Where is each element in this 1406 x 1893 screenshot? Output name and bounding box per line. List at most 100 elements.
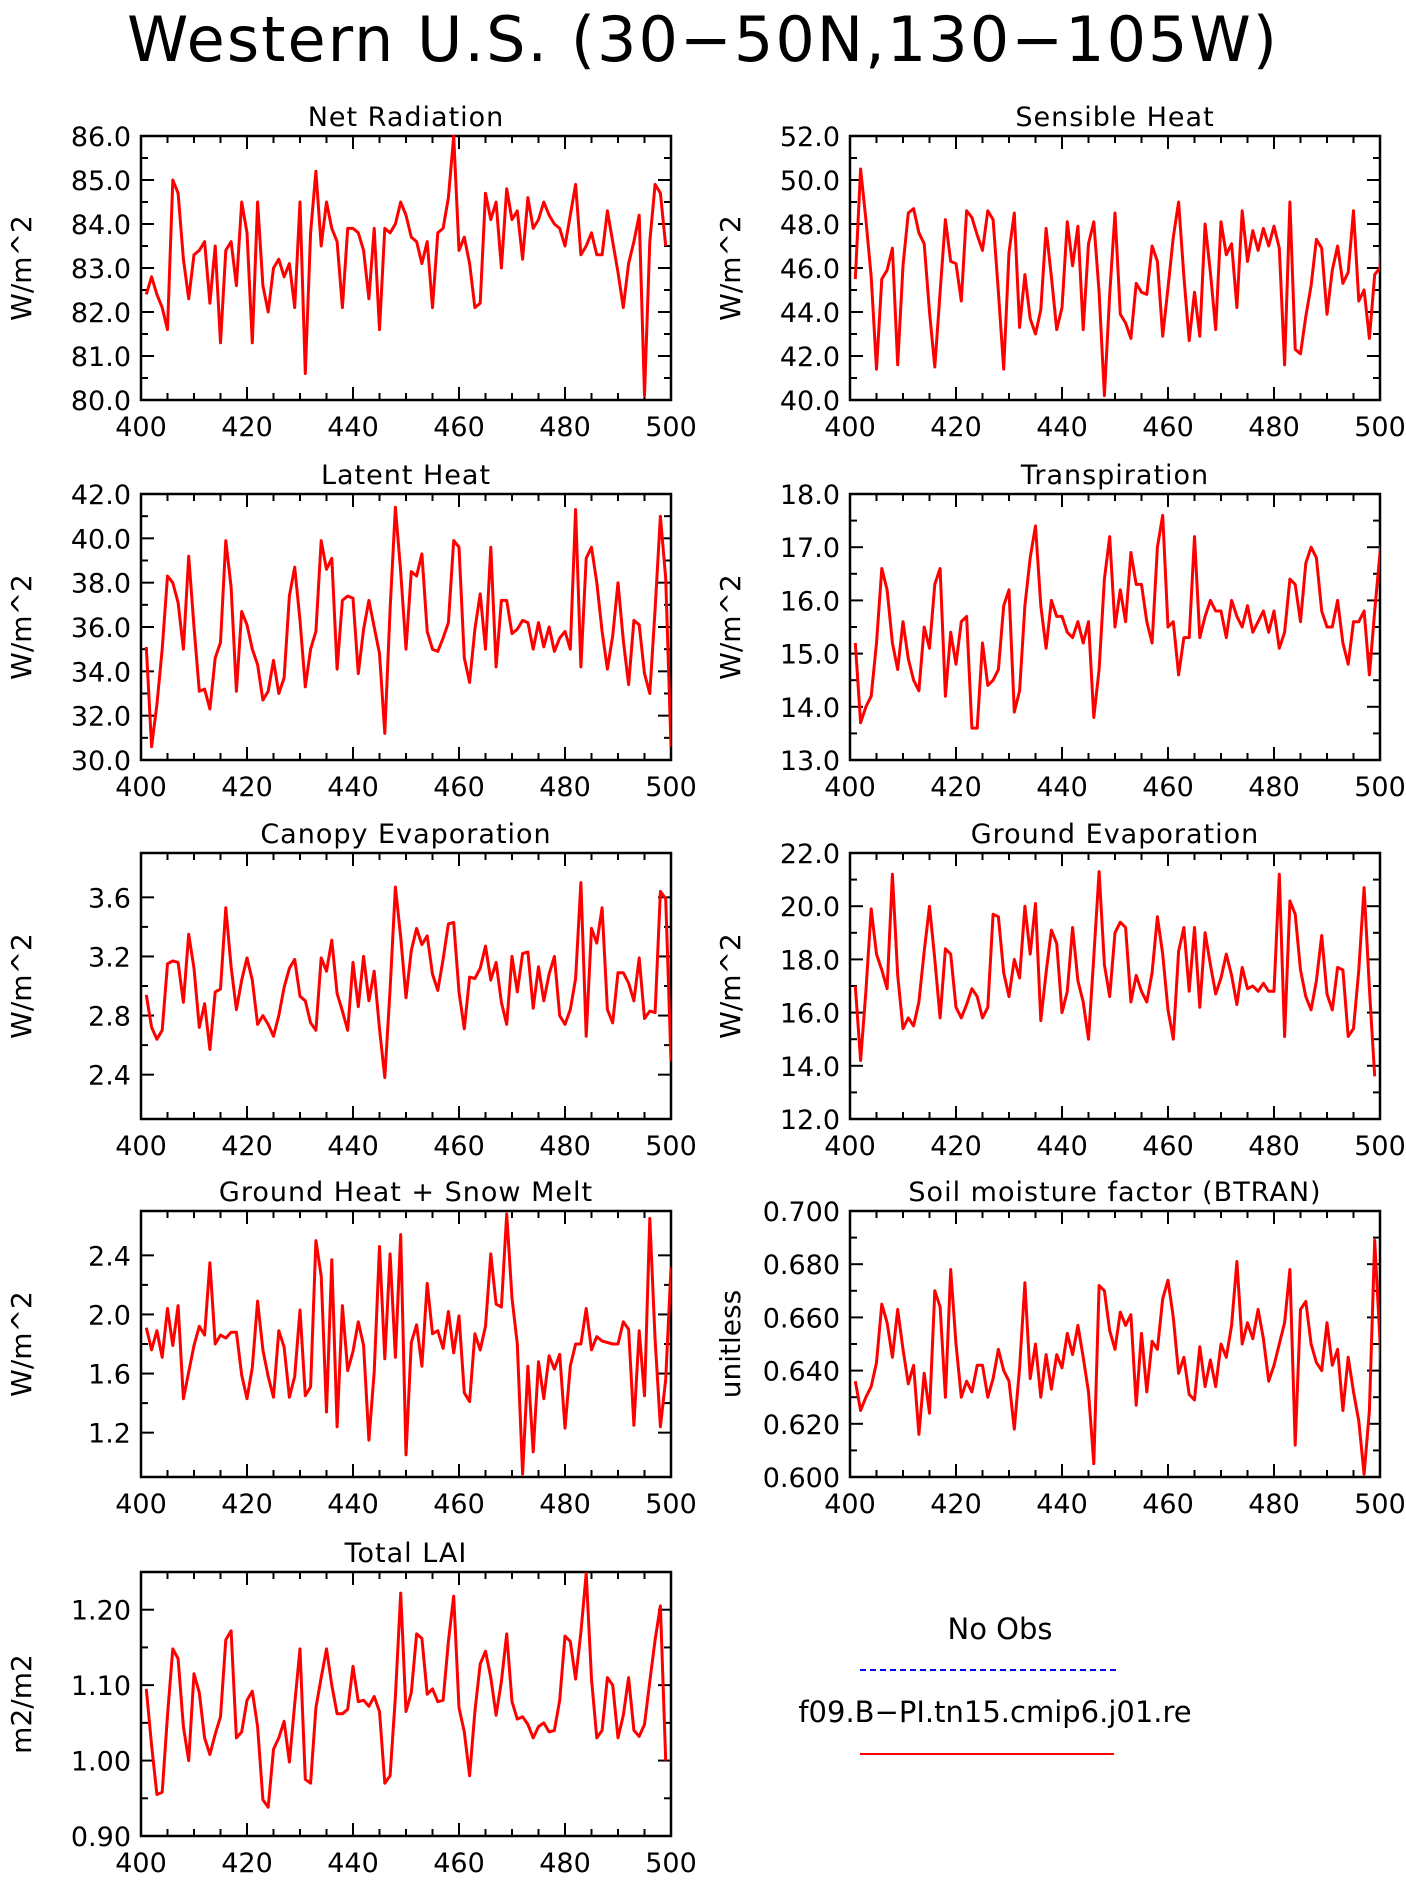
y-tick-label: 44.0 <box>780 298 840 329</box>
x-tick-label: 400 <box>115 772 167 803</box>
x-tick-label: 400 <box>824 1131 876 1162</box>
y-tick-label: 38.0 <box>71 569 131 600</box>
x-tick-label: 420 <box>930 772 982 803</box>
panel-frame <box>139 134 673 402</box>
y-tick-label: 13.0 <box>780 746 840 777</box>
y-tick-label: 52.0 <box>780 122 840 153</box>
series-line <box>144 134 668 398</box>
x-tick-label: 460 <box>433 1131 485 1162</box>
y-tick-label: 82.0 <box>71 298 131 329</box>
y-tick-label: 86.0 <box>71 122 131 153</box>
x-tick-label: 420 <box>221 1489 273 1520</box>
series-line <box>853 167 1380 398</box>
x-tick-label: 480 <box>1248 412 1300 443</box>
y-tick-label: 42.0 <box>780 342 840 373</box>
panel-8: Soil moisture factor (BTRAN) 400 420 440 460… <box>714 1177 1406 1520</box>
x-tick-label: 400 <box>824 412 876 443</box>
y-tick-label: 14.0 <box>780 693 840 724</box>
y-tick-label: 0.640 <box>763 1357 840 1388</box>
y-tick-label: 40.0 <box>71 524 131 555</box>
y-tick-label: 85.0 <box>71 166 131 197</box>
x-tick-label: 440 <box>327 772 379 803</box>
x-tick-label: 500 <box>645 1848 697 1879</box>
x-tick-label: 400 <box>824 1489 876 1520</box>
panel-5: Canopy Evaporation 400 420 440 460 480 500 2.4 2… <box>5 819 697 1162</box>
panel-title: Latent Heat <box>321 460 491 491</box>
x-tick-label: 440 <box>327 1489 379 1520</box>
legend-obs-label: No Obs <box>947 1612 1053 1646</box>
y-tick-label: 18.0 <box>780 945 840 976</box>
y-tick-label: 0.90 <box>71 1822 131 1853</box>
y-tick-label: 42.0 <box>71 480 131 511</box>
y-tick-label: 2.0 <box>88 1300 131 1331</box>
y-tick-label: 80.0 <box>71 386 131 417</box>
x-tick-label: 400 <box>824 772 876 803</box>
panel-title: Canopy Evaporation <box>260 819 551 850</box>
x-tick-label: 460 <box>433 1848 485 1879</box>
x-tick-label: 500 <box>1354 772 1406 803</box>
y-tick-label: 30.0 <box>71 746 131 777</box>
x-tick-label: 400 <box>115 1131 167 1162</box>
panel-6: Ground Evaporation 400 420 440 460 480 500 12.0… <box>714 819 1406 1162</box>
x-tick-label: 420 <box>221 1848 273 1879</box>
legend-model-label: f09.B−PI.tn15.cmip6.j01.re <box>798 1695 1192 1729</box>
x-tick-label: 440 <box>1036 772 1088 803</box>
panel-frame <box>848 851 1382 1121</box>
page-title: Western U.S. (30−50N,130−105W) <box>127 3 1279 76</box>
series-line <box>144 1212 671 1476</box>
panel-title: Ground Heat + Snow Melt <box>219 1177 593 1208</box>
x-tick-label: 460 <box>1142 412 1194 443</box>
y-tick-label: 15.0 <box>780 640 840 671</box>
x-tick-label: 480 <box>1248 772 1300 803</box>
series-line <box>853 870 1377 1077</box>
y-tick-label: 0.660 <box>763 1303 840 1334</box>
legend-obs-line <box>860 1669 1116 1671</box>
y-axis-label: W/m^2 <box>5 215 38 321</box>
y-tick-label: 2.8 <box>88 1002 131 1033</box>
y-tick-label: 0.600 <box>763 1463 840 1494</box>
y-tick-label: 32.0 <box>71 702 131 733</box>
series-line <box>144 505 671 749</box>
panel-3: Latent Heat 400 420 440 460 480 500 30.0 32.0 34.… <box>5 460 697 803</box>
x-tick-label: 420 <box>930 1489 982 1520</box>
y-tick-label: 12.0 <box>780 1105 840 1136</box>
x-tick-label: 460 <box>1142 1489 1194 1520</box>
x-tick-label: 480 <box>539 1848 591 1879</box>
series-line <box>144 881 671 1080</box>
series-line <box>853 1238 1380 1476</box>
y-axis-label: W/m^2 <box>5 1291 38 1397</box>
panel-title: Net Radiation <box>308 102 505 133</box>
panel-title: Transpiration <box>1020 460 1209 491</box>
x-tick-label: 400 <box>115 1848 167 1879</box>
x-tick-label: 440 <box>1036 1131 1088 1162</box>
y-tick-label: 84.0 <box>71 210 131 241</box>
y-tick-label: 14.0 <box>780 1052 840 1083</box>
panel-1: Net Radiation 400 420 440 460 480 500 80.0 81.0 8… <box>5 102 697 443</box>
panel-title: Ground Evaporation <box>971 819 1260 850</box>
y-tick-label: 40.0 <box>780 386 840 417</box>
x-tick-label: 440 <box>327 1848 379 1879</box>
legend-model-line <box>860 1753 1114 1755</box>
x-tick-label: 460 <box>1142 1131 1194 1162</box>
x-tick-label: 460 <box>433 1489 485 1520</box>
y-axis-label: W/m^2 <box>5 574 38 680</box>
y-tick-label: 50.0 <box>780 166 840 197</box>
y-tick-label: 46.0 <box>780 254 840 285</box>
y-tick-label: 1.2 <box>88 1419 131 1450</box>
series-line <box>144 1572 668 1809</box>
panel-frame <box>848 134 1382 402</box>
panel-title: Total LAI <box>344 1538 468 1569</box>
x-tick-label: 400 <box>115 1489 167 1520</box>
y-axis-label: W/m^2 <box>714 933 747 1039</box>
x-tick-label: 420 <box>221 1131 273 1162</box>
x-tick-label: 480 <box>1248 1131 1300 1162</box>
x-tick-label: 420 <box>221 412 273 443</box>
x-tick-label: 400 <box>115 412 167 443</box>
y-tick-label: 22.0 <box>780 839 840 870</box>
panel-9: Total LAI 400 420 440 460 480 500 0.90 1.00 1.10 1… <box>5 1538 697 1879</box>
y-tick-label: 16.0 <box>780 586 840 617</box>
x-tick-label: 500 <box>645 1131 697 1162</box>
panel-7: Ground Heat + Snow Melt 400 420 440 460 480 50… <box>5 1177 697 1520</box>
panel-2: Sensible Heat 400 420 440 460 480 500 40.0 42.0 4… <box>714 102 1406 443</box>
